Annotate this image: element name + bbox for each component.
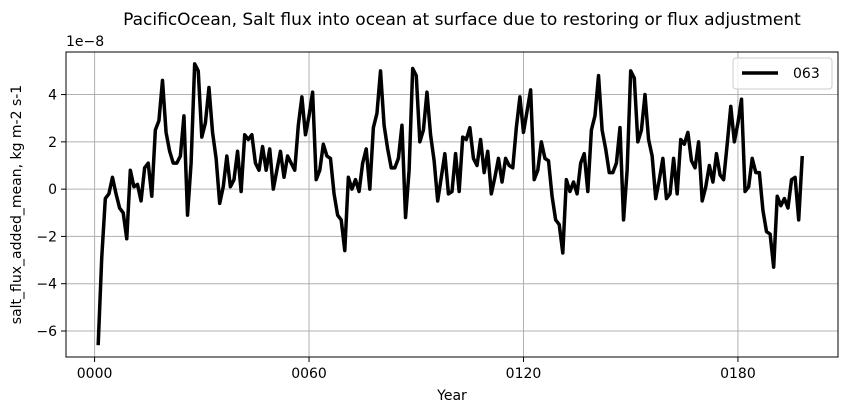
plot-frame [65, 51, 839, 358]
y-axis-label: salt_flux_added_mean, kg m-2 s-1 [9, 85, 25, 324]
series-layer [96, 62, 805, 346]
series-line-063 [96, 62, 805, 346]
y-tick-label: −4 [36, 277, 57, 293]
x-tick-label: 0060 [291, 366, 327, 382]
legend: 063 [732, 57, 833, 90]
x-axis-label: Year [436, 388, 467, 404]
y-tick-label: 0 [48, 182, 57, 198]
y-tick-label: 2 [48, 135, 57, 151]
legend-label-063: 063 [793, 66, 820, 82]
y-tick-label: −6 [36, 324, 57, 340]
y-axis: −6 −4 −2 0 2 4 [36, 88, 66, 340]
y-tick-label: 4 [48, 88, 57, 104]
x-tick-label: 0120 [506, 366, 542, 382]
y-axis-offset-label: 1e−8 [66, 34, 104, 50]
x-tick-label: 0180 [720, 366, 756, 382]
grid-lines [66, 52, 838, 357]
chart-title: PacificOcean, Salt flux into ocean at su… [123, 10, 801, 30]
x-axis: 0000 0060 0120 0180 [77, 357, 756, 382]
legend-box [732, 57, 833, 90]
y-tick-label: −2 [36, 229, 57, 245]
x-tick-label: 0000 [77, 366, 113, 382]
